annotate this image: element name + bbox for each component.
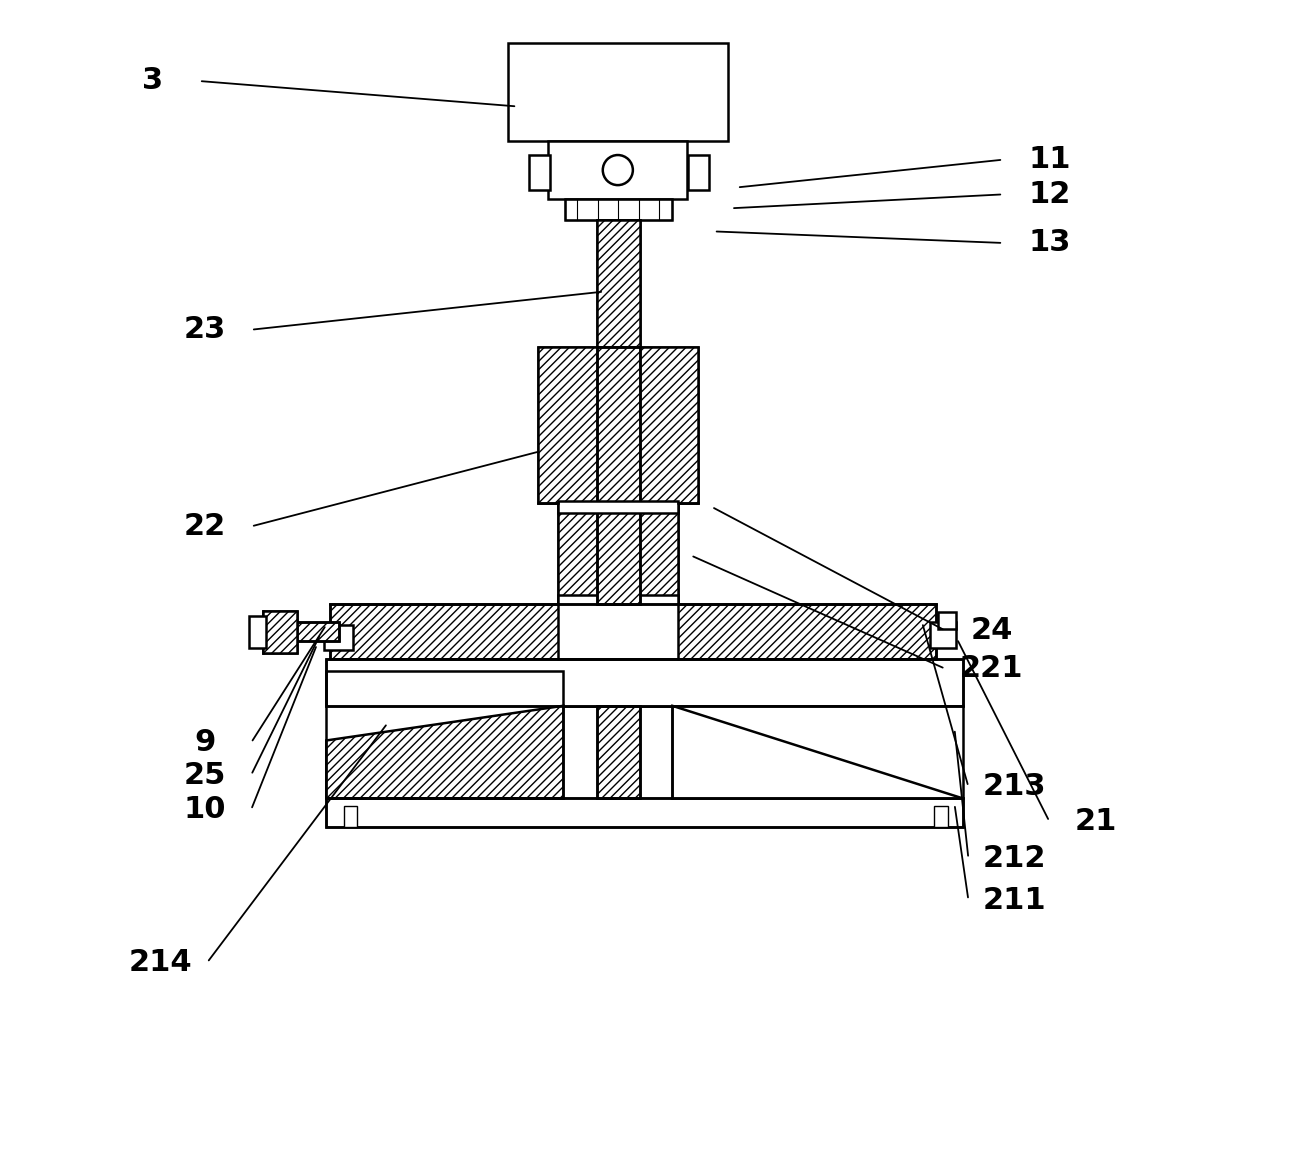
- Bar: [548, 141, 687, 199]
- Text: 23: 23: [184, 315, 226, 345]
- Bar: [508, 43, 728, 141]
- Bar: [558, 605, 678, 658]
- Bar: [930, 622, 955, 648]
- Bar: [597, 706, 640, 798]
- Bar: [597, 503, 640, 604]
- Bar: [638, 347, 698, 503]
- Bar: [538, 347, 598, 503]
- Text: 21: 21: [1075, 806, 1117, 837]
- Bar: [558, 501, 678, 513]
- Bar: [638, 347, 698, 503]
- Bar: [327, 798, 963, 827]
- Bar: [327, 798, 963, 827]
- Text: 221: 221: [960, 654, 1023, 684]
- Bar: [327, 659, 963, 706]
- Bar: [564, 199, 672, 220]
- Bar: [327, 659, 963, 706]
- Bar: [329, 604, 935, 659]
- Text: 3: 3: [142, 66, 163, 96]
- Text: 12: 12: [1029, 179, 1071, 209]
- Text: 214: 214: [129, 948, 193, 978]
- Polygon shape: [327, 706, 563, 798]
- Bar: [329, 604, 935, 659]
- Circle shape: [602, 155, 632, 185]
- Bar: [689, 155, 710, 190]
- Text: 24: 24: [971, 616, 1013, 646]
- Bar: [602, 503, 634, 604]
- Text: 212: 212: [983, 843, 1047, 874]
- Bar: [597, 220, 640, 347]
- Bar: [597, 503, 640, 604]
- Text: 9: 9: [194, 728, 215, 758]
- Bar: [529, 155, 550, 190]
- Bar: [249, 616, 266, 648]
- Text: 22: 22: [184, 511, 226, 541]
- Text: 13: 13: [1029, 228, 1071, 258]
- Bar: [634, 503, 678, 604]
- Text: 211: 211: [983, 885, 1047, 915]
- Bar: [938, 612, 955, 629]
- Bar: [634, 503, 678, 604]
- Bar: [558, 503, 602, 604]
- Bar: [597, 220, 640, 347]
- Bar: [597, 347, 640, 503]
- Bar: [344, 806, 357, 827]
- Bar: [597, 706, 640, 798]
- Text: 25: 25: [184, 760, 226, 790]
- Text: 213: 213: [983, 772, 1047, 802]
- Bar: [538, 347, 598, 503]
- Bar: [597, 347, 640, 503]
- Bar: [564, 199, 672, 220]
- Bar: [558, 595, 678, 604]
- Bar: [262, 611, 298, 653]
- Bar: [327, 671, 563, 798]
- Bar: [558, 503, 602, 604]
- Text: 10: 10: [184, 795, 226, 825]
- Bar: [262, 611, 298, 653]
- Text: 11: 11: [1029, 145, 1071, 175]
- Bar: [598, 347, 638, 503]
- Bar: [293, 622, 338, 641]
- Bar: [562, 659, 674, 706]
- Polygon shape: [672, 706, 963, 798]
- Bar: [934, 806, 947, 827]
- Bar: [324, 625, 353, 650]
- Bar: [293, 622, 338, 641]
